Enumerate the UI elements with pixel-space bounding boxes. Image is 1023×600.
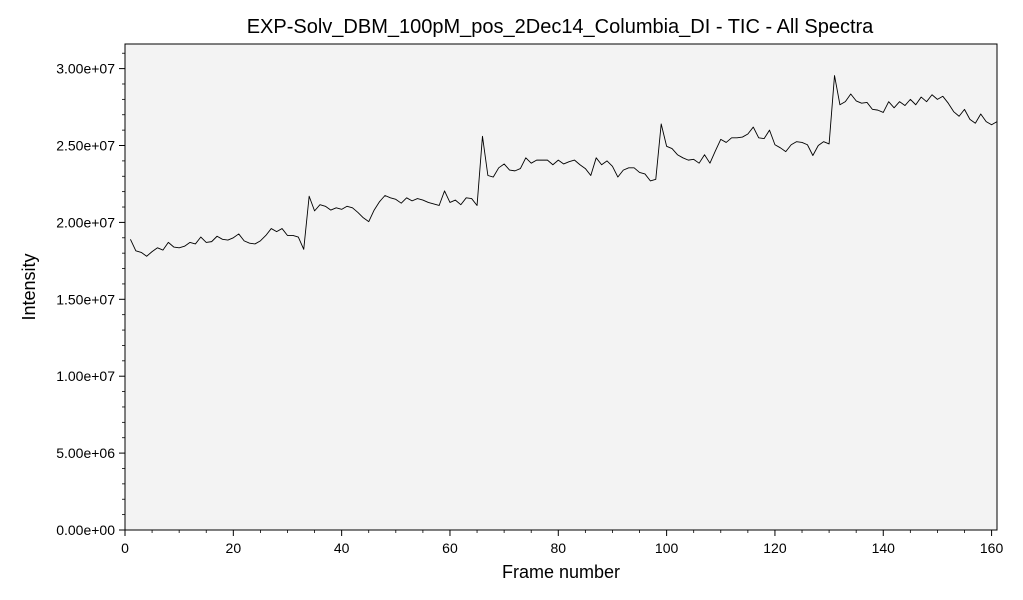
x-tick-label: 20 <box>226 540 242 556</box>
chart-title: EXP-Solv_DBM_100pM_pos_2Dec14_Columbia_D… <box>247 16 874 38</box>
plot-frame <box>124 43 998 531</box>
x-tick-label: 40 <box>334 540 350 556</box>
x-tick-label: 160 <box>980 540 1004 556</box>
x-tick-label: 80 <box>551 540 567 556</box>
x-axis-label: Frame number <box>502 562 620 582</box>
y-tick-label: 5.00e+06 <box>56 445 115 461</box>
y-tick-label: 2.50e+07 <box>56 138 115 154</box>
plot-area <box>125 44 997 530</box>
y-axis-label: Intensity <box>19 253 39 320</box>
y-tick-label: 1.50e+07 <box>56 291 115 307</box>
x-tick-label: 140 <box>872 540 896 556</box>
x-tick-label: 100 <box>655 540 679 556</box>
y-tick-label: 3.00e+07 <box>56 61 115 77</box>
x-tick-label: 60 <box>442 540 458 556</box>
y-tick-label: 0.00e+00 <box>56 522 115 538</box>
tic-series-line <box>130 75 998 257</box>
ticks-layer: 0 20 40 60 80 100 120 140 160 0.00e+00 5.00e+06 1.0… <box>56 52 1004 556</box>
y-tick-label: 1.00e+07 <box>56 368 115 384</box>
x-tick-label: 0 <box>121 540 129 556</box>
x-tick-label: 120 <box>763 540 787 556</box>
y-tick-label: 2.00e+07 <box>56 214 115 230</box>
